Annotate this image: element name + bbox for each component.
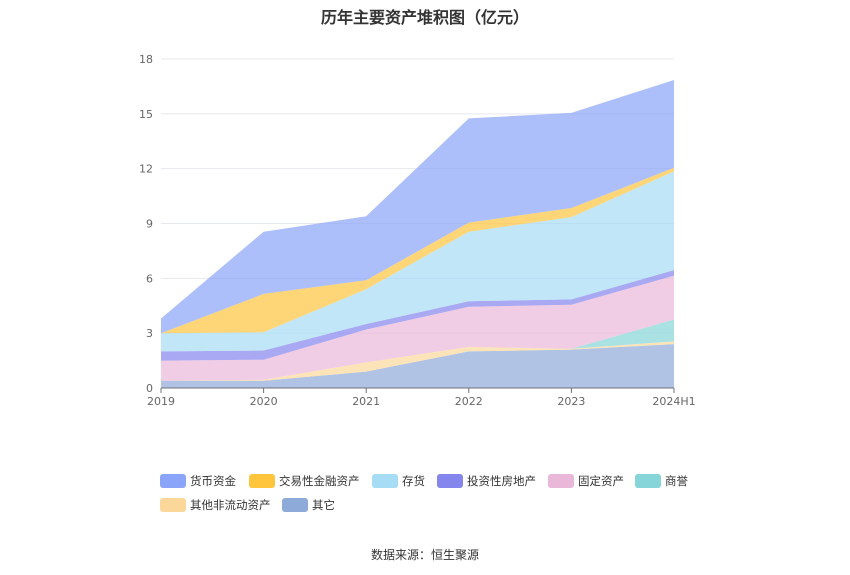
area-series-1 xyxy=(161,341,674,381)
legend-label: 存货 xyxy=(402,474,425,488)
area-series-4 xyxy=(161,270,674,361)
legend-label: 商誉 xyxy=(665,474,688,488)
legend-swatch xyxy=(548,474,574,488)
y-tick-label: 6 xyxy=(146,272,153,285)
legend-swatch xyxy=(282,498,308,512)
legend-label: 货币资金 xyxy=(190,474,236,488)
x-tick-label: 2022 xyxy=(455,395,483,408)
x-tick-label: 2023 xyxy=(557,395,585,408)
legend-item[interactable]: 存货 xyxy=(372,473,425,489)
area-series xyxy=(161,80,674,388)
legend-label: 投资性房地产 xyxy=(467,474,536,488)
y-tick-label: 18 xyxy=(139,53,153,66)
chart-title: 历年主要资产堆积图（亿元） xyxy=(320,8,529,27)
area-series-3 xyxy=(161,275,674,381)
legend-swatch xyxy=(160,498,186,512)
stacked-area-chart: 0 3 6 9 12 15 18 2019 2020 2021 2022 2023 2024H1 xyxy=(139,53,696,408)
legend-swatch xyxy=(372,474,398,488)
legend-swatch xyxy=(437,474,463,488)
source-note: 数据来源：恒生聚源 xyxy=(370,548,479,562)
legend-item[interactable]: 货币资金 xyxy=(160,473,236,489)
legend-label: 其他非流动资产 xyxy=(190,498,271,512)
y-tick-label: 12 xyxy=(139,163,153,176)
y-tick-label: 9 xyxy=(146,218,153,231)
legend-item[interactable]: 固定资产 xyxy=(548,473,624,489)
y-tick-label: 3 xyxy=(146,327,153,340)
legend-item[interactable]: 其它 xyxy=(282,497,335,513)
area-series-0 xyxy=(161,344,674,388)
legend-item[interactable]: 交易性金融资产 xyxy=(249,473,360,489)
x-tick-label: 2024H1 xyxy=(652,395,695,408)
area-series-5 xyxy=(161,171,674,352)
x-tick-label: 2021 xyxy=(352,395,380,408)
x-tick-label: 2020 xyxy=(250,395,278,408)
legend-item[interactable]: 其他非流动资产 xyxy=(160,497,271,513)
y-tick-label: 15 xyxy=(139,108,153,121)
axes: 0 3 6 9 12 15 18 2019 2020 2021 2022 2023 2024H1 xyxy=(139,53,696,408)
legend-item[interactable]: 商誉 xyxy=(635,473,688,489)
legend-label: 固定资产 xyxy=(578,474,624,488)
legend-item[interactable]: 投资性房地产 xyxy=(437,473,536,489)
legend-swatch xyxy=(160,474,186,488)
legend-label: 其它 xyxy=(312,498,335,512)
area-series-6 xyxy=(161,167,674,334)
legend-label: 交易性金融资产 xyxy=(279,474,360,488)
x-tick-label: 2019 xyxy=(147,395,175,408)
y-tick-label: 0 xyxy=(146,382,153,395)
legend-swatch xyxy=(249,474,275,488)
area-series-7 xyxy=(161,80,674,334)
legend-swatch xyxy=(635,474,661,488)
